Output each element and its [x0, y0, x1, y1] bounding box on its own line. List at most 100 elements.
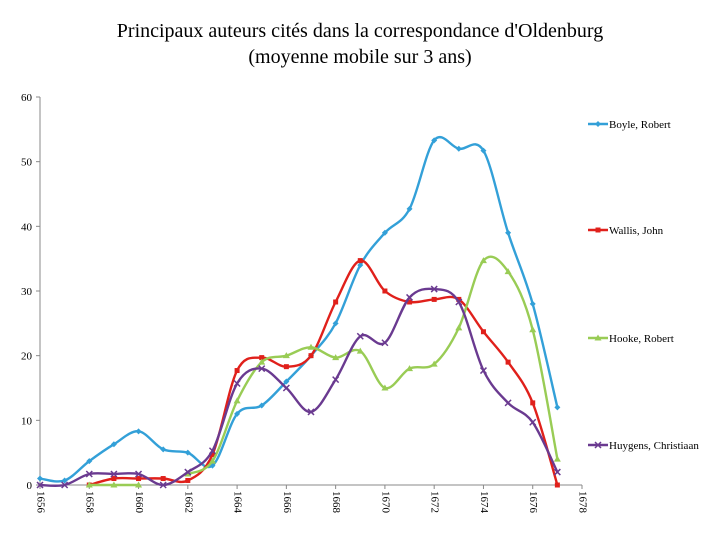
data-point-huygens-christiaan: [406, 293, 414, 301]
data-point-boyle-robert: [234, 410, 241, 417]
data-point-boyle-robert: [529, 300, 536, 307]
legend-marker-boyle-robert: [595, 121, 601, 127]
data-point-huygens-christiaan: [233, 379, 241, 388]
legend-marker-huygens-christiaan: [594, 441, 602, 449]
data-point-huygens-christiaan: [110, 470, 118, 478]
data-point-huygens-christiaan: [381, 339, 389, 347]
data-point-boyle-robert: [554, 404, 561, 411]
data-point-hooke-robert: [529, 326, 537, 333]
data-point-boyle-robert: [61, 477, 68, 484]
data-point-huygens-christiaan: [356, 332, 364, 340]
data-point-wallis-john: [505, 359, 511, 365]
legend-label-boyle-robert: Boyle, Robert: [609, 119, 671, 131]
x-tick-label: 1676: [527, 491, 539, 514]
data-point-boyle-robert: [406, 205, 413, 212]
data-point-hooke-robert: [233, 397, 241, 404]
data-point-wallis-john: [185, 477, 191, 483]
data-point-huygens-christiaan: [61, 481, 69, 489]
data-point-boyle-robert: [258, 402, 265, 409]
y-tick-label: 10: [21, 415, 33, 427]
data-point-boyle-robert: [505, 229, 512, 236]
data-point-huygens-christiaan: [36, 481, 44, 489]
data-point-hooke-robert: [110, 481, 118, 488]
x-tick-label: 1670: [379, 491, 391, 514]
data-point-boyle-robert: [110, 441, 117, 448]
data-point-wallis-john: [480, 329, 486, 335]
legend-label-hooke-robert: Hooke, Robert: [609, 333, 674, 345]
chart-title: Principaux auteurs cités dans la corresp…: [116, 20, 604, 42]
data-point-huygens-christiaan: [85, 470, 93, 478]
data-point-hooke-robert: [381, 384, 389, 391]
data-point-hooke-robert: [504, 268, 512, 275]
data-point-wallis-john: [456, 296, 462, 302]
x-tick-label: 1664: [232, 491, 244, 514]
data-point-huygens-christiaan: [208, 447, 216, 455]
series-line-wallis-john: [88, 259, 559, 487]
data-point-wallis-john: [160, 476, 166, 482]
series-line-huygens-christiaan: [38, 287, 559, 487]
data-point-wallis-john: [357, 258, 363, 264]
x-tick-label: 1660: [133, 491, 145, 514]
data-point-boyle-robert: [332, 320, 339, 327]
x-tick-label: 1656: [34, 491, 46, 514]
y-tick-label: 30: [21, 286, 33, 298]
series-line-hooke-robert: [186, 255, 559, 476]
y-tick-label: 60: [21, 92, 33, 104]
y-tick-label: 40: [21, 221, 33, 233]
data-point-huygens-christiaan: [553, 468, 561, 476]
data-point-hooke-robert: [307, 343, 315, 350]
data-point-boyle-robert: [455, 145, 462, 152]
series-line-boyle-robert: [38, 135, 559, 483]
x-tick-label: 1668: [330, 491, 342, 514]
legend-label-wallis-john: Wallis, John: [609, 225, 664, 237]
data-point-wallis-john: [530, 400, 536, 406]
y-tick-label: 0: [27, 480, 33, 492]
data-point-wallis-john: [382, 288, 388, 294]
data-point-hooke-robert: [258, 358, 266, 365]
data-point-hooke-robert: [430, 360, 438, 367]
data-point-boyle-robert: [357, 262, 364, 269]
x-tick-label: 1658: [84, 491, 96, 514]
data-point-hooke-robert: [479, 257, 487, 264]
legend-marker-wallis-john: [595, 227, 601, 233]
data-point-hooke-robert: [85, 481, 93, 488]
data-point-huygens-christiaan: [504, 399, 512, 407]
data-point-huygens-christiaan: [332, 376, 340, 384]
data-point-huygens-christiaan: [135, 470, 143, 478]
chart-subtitle: (moyenne mobile sur 3 ans): [248, 46, 472, 68]
data-point-huygens-christiaan: [282, 384, 290, 392]
data-point-wallis-john: [259, 355, 265, 361]
x-tick-label: 1674: [478, 491, 490, 514]
legend-marker-hooke-robert: [594, 334, 602, 341]
data-point-boyle-robert: [37, 475, 43, 482]
data-point-hooke-robert: [282, 352, 290, 359]
data-point-boyle-robert: [184, 449, 191, 456]
data-point-huygens-christiaan: [307, 408, 315, 416]
legend-label-huygens-christiaan: Huygens, Christiaan: [609, 440, 699, 452]
data-point-huygens-christiaan: [258, 365, 266, 373]
data-point-wallis-john: [431, 296, 437, 302]
data-point-wallis-john: [554, 482, 560, 488]
data-point-huygens-christiaan: [430, 285, 438, 293]
data-point-wallis-john: [136, 476, 142, 482]
data-point-boyle-robert: [431, 137, 438, 144]
data-point-boyle-robert: [283, 378, 290, 385]
data-point-hooke-robert: [455, 324, 463, 331]
data-point-boyle-robert: [160, 446, 167, 453]
chart-title-block: Principaux auteurs cités dans la corresp…: [0, 18, 720, 70]
data-point-wallis-john: [283, 364, 289, 370]
data-point-huygens-christiaan: [184, 468, 192, 476]
x-tick-label: 1666: [281, 491, 293, 514]
data-point-wallis-john: [209, 452, 215, 458]
data-point-boyle-robert: [135, 428, 142, 435]
data-point-hooke-robert: [406, 365, 414, 372]
data-point-wallis-john: [111, 476, 117, 482]
data-point-hooke-robert: [135, 481, 143, 488]
y-tick-label: 50: [21, 157, 33, 169]
data-point-huygens-christiaan: [479, 367, 487, 375]
data-point-wallis-john: [407, 299, 413, 305]
data-point-boyle-robert: [381, 229, 388, 236]
data-point-boyle-robert: [480, 147, 487, 154]
x-tick-label: 1662: [182, 491, 194, 513]
